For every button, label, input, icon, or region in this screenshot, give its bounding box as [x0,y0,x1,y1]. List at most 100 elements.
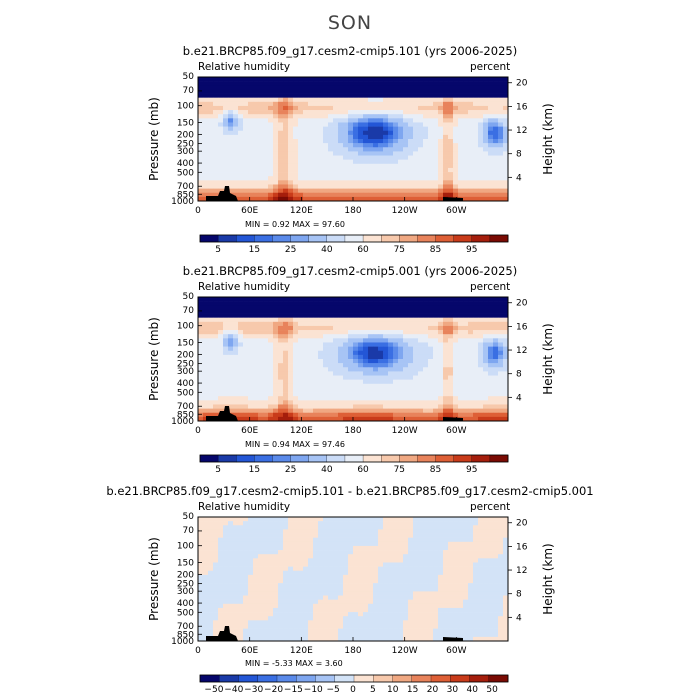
field-cell [243,533,249,538]
field-cell [468,110,474,115]
field-cell [498,176,504,181]
field-cell [503,93,509,98]
field-cell [288,143,294,148]
field-cell [468,558,474,563]
field-cell [298,151,304,156]
field-cell [503,517,509,522]
field-cell [373,525,379,530]
field-cell [398,93,404,98]
field-cell [283,151,289,156]
field-cell [473,541,479,547]
field-cell [503,371,509,376]
field-cell [303,151,309,156]
field-cell [363,325,369,331]
field-cell [198,188,204,194]
field-cell [288,400,294,405]
field-cell [328,404,334,409]
field-cell [448,134,454,140]
field-cell [198,554,204,559]
field-cell [428,570,434,576]
field-cell [353,554,359,559]
field-cell [438,346,444,352]
field-cell [473,317,479,323]
field-cell [228,122,234,127]
field-cell [463,562,469,567]
field-cell [473,321,479,327]
field-cell [308,346,314,352]
field-cell [393,192,399,198]
field-cell [448,93,454,98]
field-cell [393,583,399,588]
field-cell [268,342,274,347]
field-cell [438,93,444,98]
field-cell [253,93,259,98]
field-cell [408,566,414,572]
field-cell [228,570,234,576]
field-cell [303,334,309,339]
field-cell [383,317,389,323]
field-cell [313,93,319,98]
field-cell [363,180,369,185]
field-cell [463,359,469,364]
field-cell [423,89,429,94]
field-cell [378,545,384,551]
field-cell [308,570,314,576]
field-cell [413,537,419,543]
field-cell [378,587,384,592]
field-cell [288,110,294,115]
field-cell [448,525,454,530]
field-cell [428,309,434,314]
field-cell [423,379,429,385]
field-cell [408,570,414,576]
field-cell [498,338,504,343]
field-cell [438,387,444,393]
field-cell [333,404,339,409]
colorbar-segment [236,234,255,243]
field-cell [303,375,309,380]
field-cell [348,517,354,522]
field-cell [428,317,434,323]
field-cell [368,541,374,547]
field-cell [293,110,299,115]
field-cell [453,330,459,335]
field-cell [253,383,259,389]
field-cell [268,126,274,132]
field-cell [463,176,469,181]
field-cell [408,371,414,376]
field-cell [223,122,229,127]
field-cell [418,321,424,327]
field-cell [263,192,269,198]
field-cell [253,196,259,202]
field-cell [498,416,504,422]
field-cell [263,188,269,194]
field-cell [463,554,469,559]
colorbar-segment [236,454,255,463]
field-cell [268,317,274,323]
field-cell [453,574,459,580]
field-cell [313,566,319,572]
field-cell [478,118,484,123]
field-cell [428,359,434,364]
field-cell [283,330,289,335]
field-cell [413,325,419,331]
field-cell [293,338,299,343]
field-cell [468,350,474,356]
field-cell [473,301,479,306]
field-cell [483,566,489,572]
field-cell [348,545,354,551]
colorbar-segment [471,234,491,243]
field-cell [493,334,499,339]
field-cell [273,363,279,368]
field-cell [268,400,274,405]
field-cell [323,184,329,189]
field-cell [433,151,439,156]
field-cell [268,521,274,526]
field-cell [278,371,284,376]
field-cell [288,81,294,86]
field-cell [288,408,294,414]
field-cell [468,342,474,347]
field-cell [263,383,269,389]
field-cell [498,105,504,111]
field-cell [478,163,484,169]
field-cell [433,118,439,123]
